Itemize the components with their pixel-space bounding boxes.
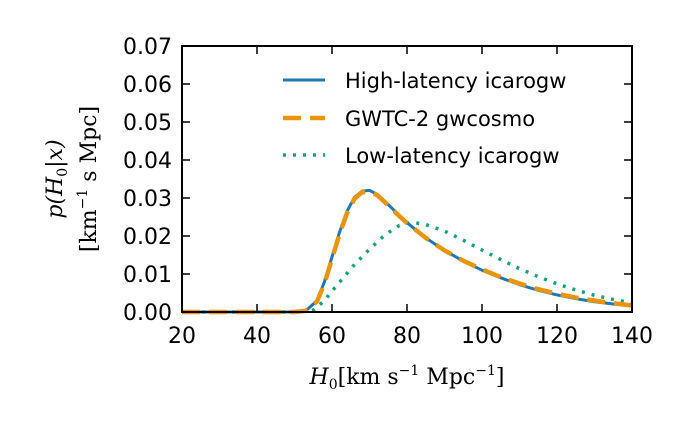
plot-frame [181,45,633,313]
x-tick-label-100: 100 [461,324,503,349]
y-tick-label-5: 0.05 [123,111,172,136]
y-tick-label-0: 0.00 [123,301,172,326]
legend-label-high-latency: High-latency icarogw [345,69,566,93]
legend-label-gwtc2: GWTC-2 gwcosmo [345,107,535,131]
y-tick-label-1: 0.01 [123,263,172,288]
y-tick-label-4: 0.04 [123,149,172,174]
y-tick-label-7: 0.07 [123,35,172,60]
x-tick-label-20: 20 [168,324,196,349]
x-tick-label-60: 60 [318,324,346,349]
x-tick-label-120: 120 [536,324,578,349]
y-tick-label-6: 0.06 [123,73,172,98]
x-axis-label: H0[km s−1 Mpc−1] [309,363,505,393]
x-tick-label-40: 40 [243,324,271,349]
x-tick-label-80: 80 [393,324,421,349]
series-layer [182,188,633,315]
legend: High-latency icarogw GWTC-2 gwcosmo Low-… [283,69,566,168]
x-tick-label-140: 140 [611,324,653,349]
series-line-gwtc-2-gwcosmo [182,189,633,315]
y-tick-label-3: 0.03 [123,187,172,212]
y-tick-label-2: 0.02 [123,225,172,250]
y-axis-label-line2: [km−1 s Mpc] [75,106,102,252]
legend-label-low-latency: Low-latency icarogw [345,144,560,168]
y-axis-label-line1: p(H0|x) [43,139,71,218]
series-line-low-latency-icarogw [182,220,633,314]
ticks-layer: 20 40 60 80 100 120 140 0.00 0.01 0.02 0.03 0.04 0.0… [123,35,653,349]
